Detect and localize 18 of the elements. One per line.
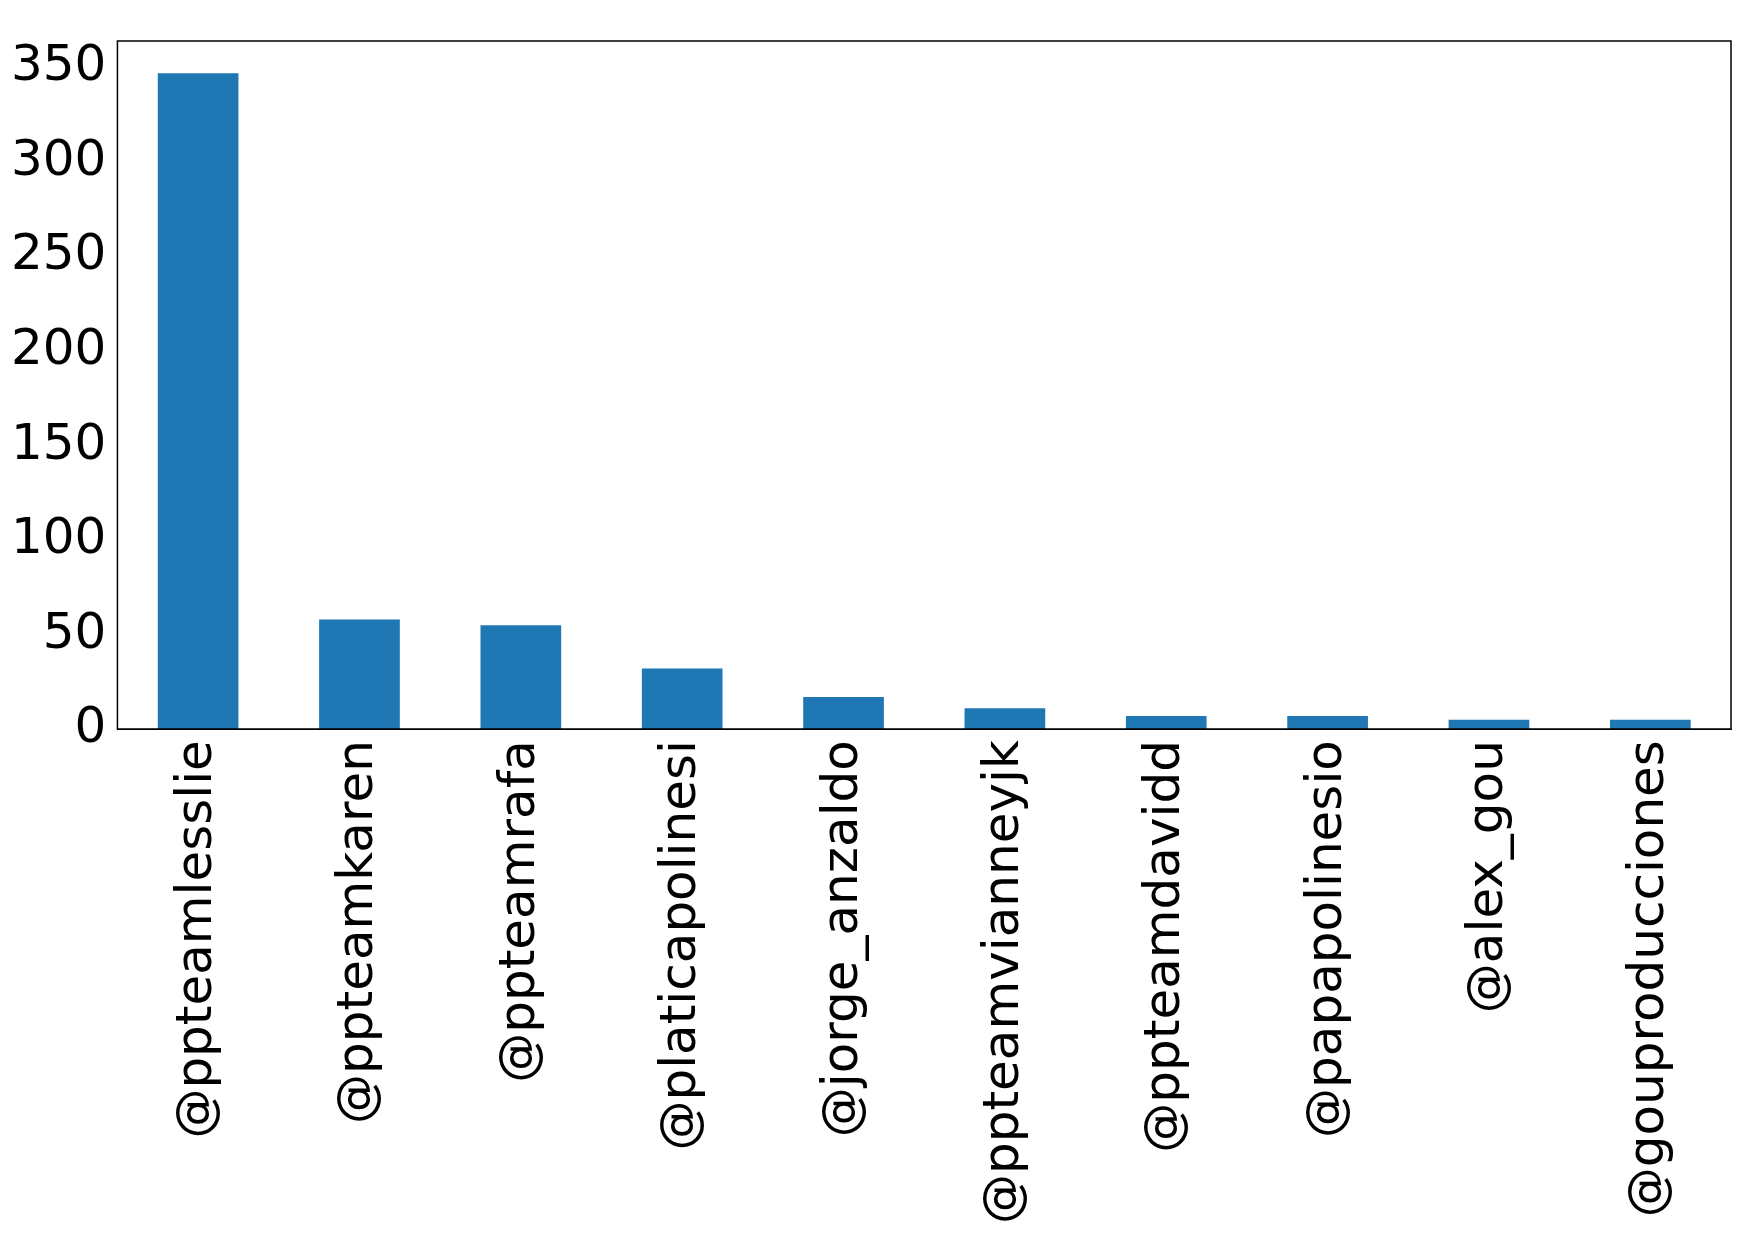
x-tick-label: @jorge_anzaldo xyxy=(810,740,869,1138)
y-tick-label: 150 xyxy=(11,412,107,471)
y-tick-label: 50 xyxy=(42,601,107,660)
x-tick-label: @ppteamvianneyjk xyxy=(971,740,1030,1224)
x-tick-label: @ppteamkaren xyxy=(326,740,385,1124)
y-tick-label: 0 xyxy=(74,696,107,755)
x-tick-label: @ppteamlesslie xyxy=(165,740,224,1139)
x-tick-label: @ppteamdavidd xyxy=(1133,740,1192,1153)
y-tick-label: 300 xyxy=(11,128,107,187)
x-tick-label: @ppteamrafa xyxy=(487,740,546,1083)
x-tick-label: @platicapolinesi xyxy=(649,740,708,1151)
x-tick-label: @gouproducciones xyxy=(1617,740,1676,1218)
x-tick-label: @papapolinesio xyxy=(1294,740,1353,1138)
y-tick-label: 250 xyxy=(11,223,107,282)
y-tick-label: 200 xyxy=(11,318,107,377)
y-tick-label: 100 xyxy=(11,507,107,566)
x-tick-label: @alex_gou xyxy=(1455,740,1514,1014)
y-tick-label: 350 xyxy=(11,34,107,93)
